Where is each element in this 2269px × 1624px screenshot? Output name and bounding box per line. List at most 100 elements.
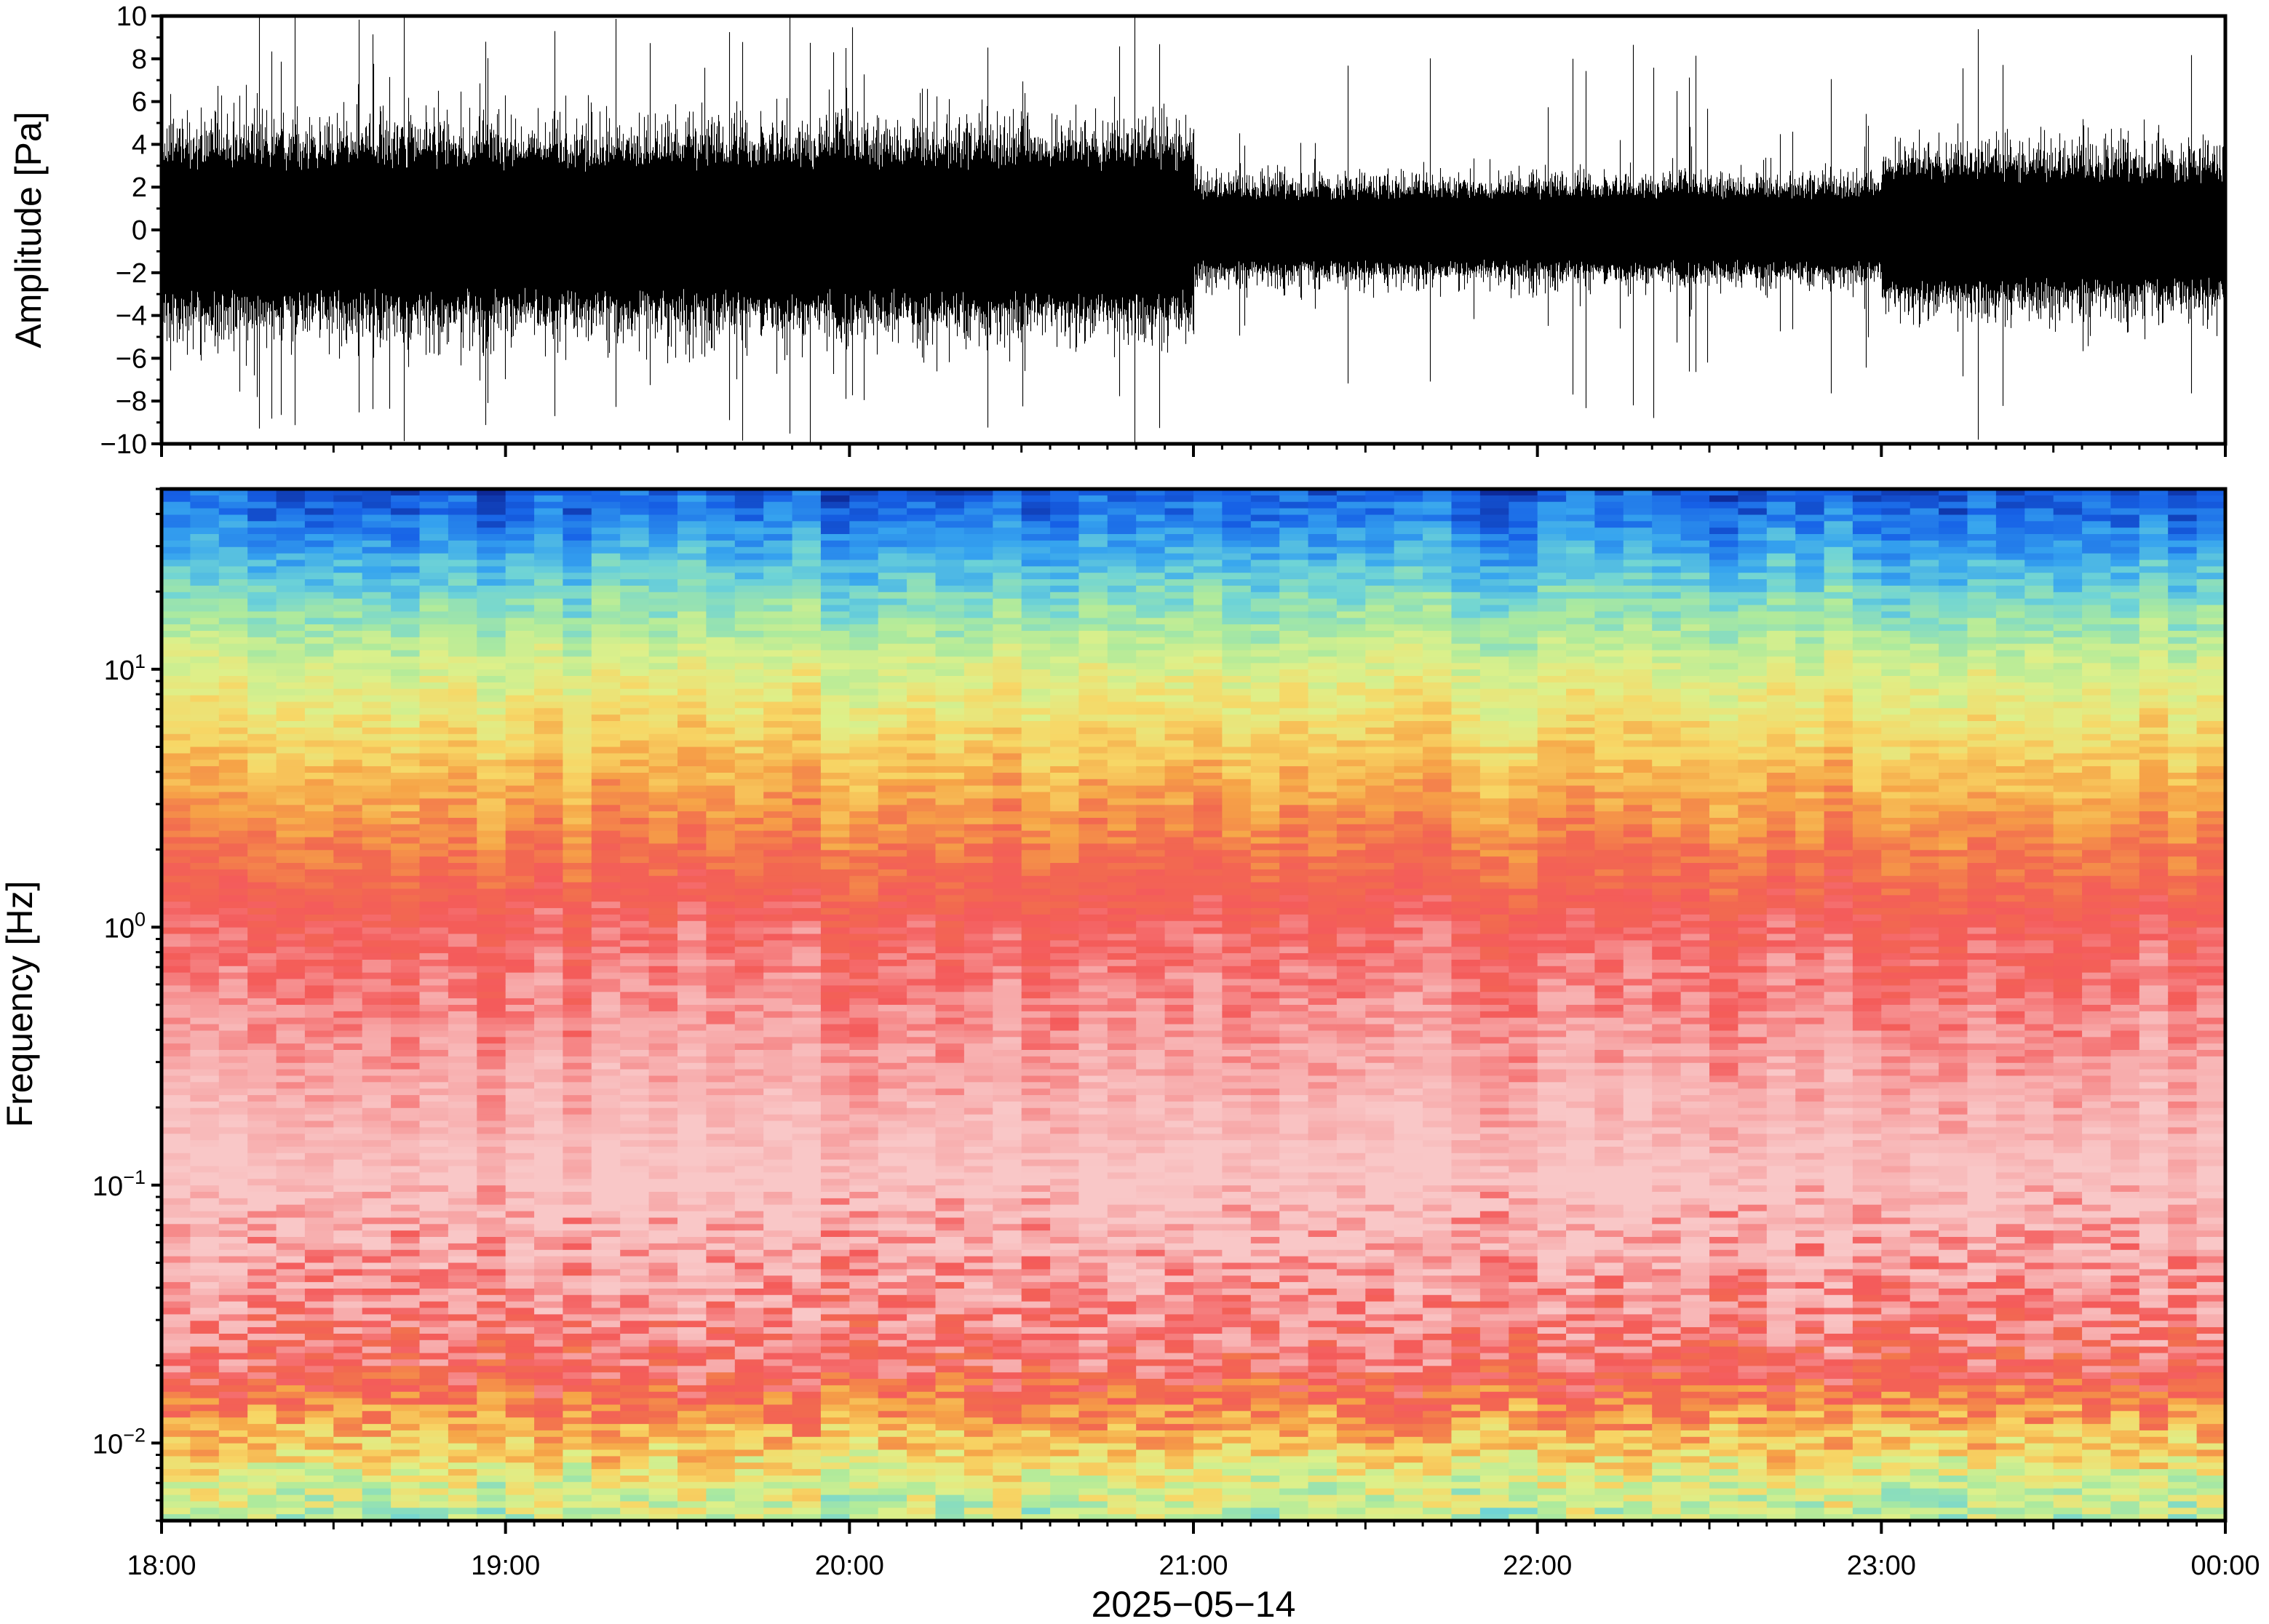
spectrogram-cell bbox=[734, 1069, 764, 1077]
spectrogram-cell bbox=[935, 598, 965, 606]
spectrogram-cell bbox=[648, 1379, 678, 1386]
spectrogram-cell bbox=[333, 1289, 363, 1296]
spectrogram-cell bbox=[419, 1062, 449, 1070]
spectrogram-cell bbox=[362, 1050, 392, 1057]
spectrogram-cell bbox=[993, 1340, 1022, 1348]
spectrogram-cell bbox=[935, 682, 965, 690]
spectrogram-cell bbox=[477, 1134, 506, 1141]
spectrogram-cell bbox=[820, 1198, 851, 1206]
spectrogram-cell bbox=[963, 1501, 994, 1509]
spectrogram-cell bbox=[563, 1204, 592, 1212]
spectrogram-cell bbox=[534, 1075, 564, 1083]
spectrogram-cell bbox=[419, 824, 449, 832]
spectrogram-cell bbox=[448, 514, 478, 522]
spectrogram-cell bbox=[734, 863, 764, 870]
spectrogram-cell bbox=[677, 579, 707, 586]
spectrogram-cell bbox=[878, 869, 907, 877]
spectrogram-cell bbox=[963, 773, 994, 780]
spectrogram-cell bbox=[391, 1294, 421, 1302]
spectrogram-cell bbox=[677, 1301, 707, 1309]
spectrogram-cell bbox=[362, 546, 392, 554]
spectrogram-cell bbox=[304, 760, 335, 767]
spectrogram-cell bbox=[563, 1353, 592, 1361]
spectrogram-cell bbox=[820, 573, 851, 580]
spectrogram-cell bbox=[734, 792, 764, 800]
spectrogram-cell bbox=[878, 663, 907, 670]
spectrogram-cell bbox=[677, 546, 707, 554]
spectrogram-cell bbox=[792, 560, 822, 568]
spectrogram-cell bbox=[448, 695, 478, 703]
spectrogram-cell bbox=[190, 953, 220, 960]
spectrogram-cell bbox=[1021, 766, 1051, 773]
spectrogram-cell bbox=[849, 1172, 879, 1180]
spectrogram-cell bbox=[190, 1294, 220, 1302]
spectrogram-cell bbox=[304, 792, 335, 800]
spectrogram-cell bbox=[878, 1269, 907, 1277]
spectrogram-cell bbox=[591, 1430, 621, 1438]
spectrogram-cell bbox=[591, 1372, 621, 1380]
spectrogram-cell bbox=[362, 1211, 392, 1219]
spectrogram-cell bbox=[333, 585, 363, 593]
spectrogram-cell bbox=[304, 1346, 335, 1354]
spectrogram-cell bbox=[563, 1192, 592, 1199]
spectrogram-cell bbox=[534, 805, 564, 812]
spectrogram-cell bbox=[849, 1153, 879, 1161]
spectrogram-cell bbox=[333, 508, 363, 516]
spectrogram-cell bbox=[505, 1398, 535, 1406]
spectrogram-cell bbox=[792, 1449, 822, 1457]
spectrogram-cell bbox=[505, 1024, 535, 1032]
spectrogram-cell bbox=[362, 715, 392, 722]
spectrogram-cell bbox=[591, 1436, 621, 1444]
spectrogram-cell bbox=[448, 1404, 478, 1412]
spectrogram-cell bbox=[276, 1069, 306, 1077]
spectrogram-cell bbox=[907, 1417, 937, 1425]
spectrogram-cell bbox=[907, 766, 937, 773]
spectrogram-cell bbox=[448, 1101, 478, 1109]
spectrogram-cell bbox=[591, 1037, 621, 1044]
spectrogram-cell bbox=[505, 869, 535, 877]
spectrogram-cell bbox=[849, 534, 879, 541]
spectrogram-cell bbox=[763, 1198, 793, 1206]
spectrogram-cell bbox=[162, 727, 191, 735]
spectrogram-cell bbox=[247, 540, 277, 548]
spectrogram-cell bbox=[878, 843, 907, 851]
spectrogram-cell bbox=[963, 927, 994, 935]
spectrogram-cell bbox=[534, 514, 564, 522]
spectrogram-cell bbox=[247, 650, 277, 658]
spectrogram-cell bbox=[276, 966, 306, 974]
spectrogram-cell bbox=[907, 611, 937, 619]
spectrogram-cell bbox=[677, 1481, 707, 1489]
spectrogram-cell bbox=[218, 1282, 248, 1289]
spectrogram-cell bbox=[907, 560, 937, 568]
spectrogram-cell bbox=[477, 585, 506, 593]
spectrogram-cell bbox=[849, 1269, 879, 1277]
spectrogram-cell bbox=[247, 1449, 277, 1457]
spectrogram-cell bbox=[648, 715, 678, 722]
spectrogram-cell bbox=[792, 1088, 822, 1096]
spectrogram-cell bbox=[792, 1469, 822, 1476]
spectrogram-cell bbox=[391, 1282, 421, 1289]
spectrogram-cell bbox=[448, 1127, 478, 1135]
spectrogram-cell bbox=[677, 733, 707, 741]
waveform-y-tick-label: −2 bbox=[116, 258, 147, 289]
spectrogram-cell bbox=[391, 953, 421, 960]
spectrogram-cell bbox=[648, 875, 678, 883]
spectrogram-cell bbox=[391, 605, 421, 613]
spectrogram-cell bbox=[247, 546, 277, 554]
spectrogram-cell bbox=[333, 721, 363, 728]
spectrogram-cell bbox=[419, 747, 449, 755]
spectrogram-cell bbox=[276, 1224, 306, 1231]
spectrogram-cell bbox=[907, 1476, 937, 1483]
spectrogram-cell bbox=[677, 528, 707, 535]
spectrogram-cell bbox=[820, 1005, 851, 1012]
spectrogram-cell bbox=[993, 701, 1022, 709]
spectrogram-cell bbox=[792, 1011, 822, 1019]
spectrogram-cell bbox=[792, 785, 822, 793]
spectrogram-cell bbox=[620, 1166, 650, 1174]
spectrogram-cell bbox=[304, 773, 335, 780]
spectrogram-cell bbox=[734, 501, 764, 509]
spectrogram-cell bbox=[1021, 947, 1051, 954]
spectrogram-cell bbox=[304, 830, 335, 838]
spectrogram-cell bbox=[162, 1230, 191, 1238]
spectrogram-cell bbox=[792, 733, 822, 741]
